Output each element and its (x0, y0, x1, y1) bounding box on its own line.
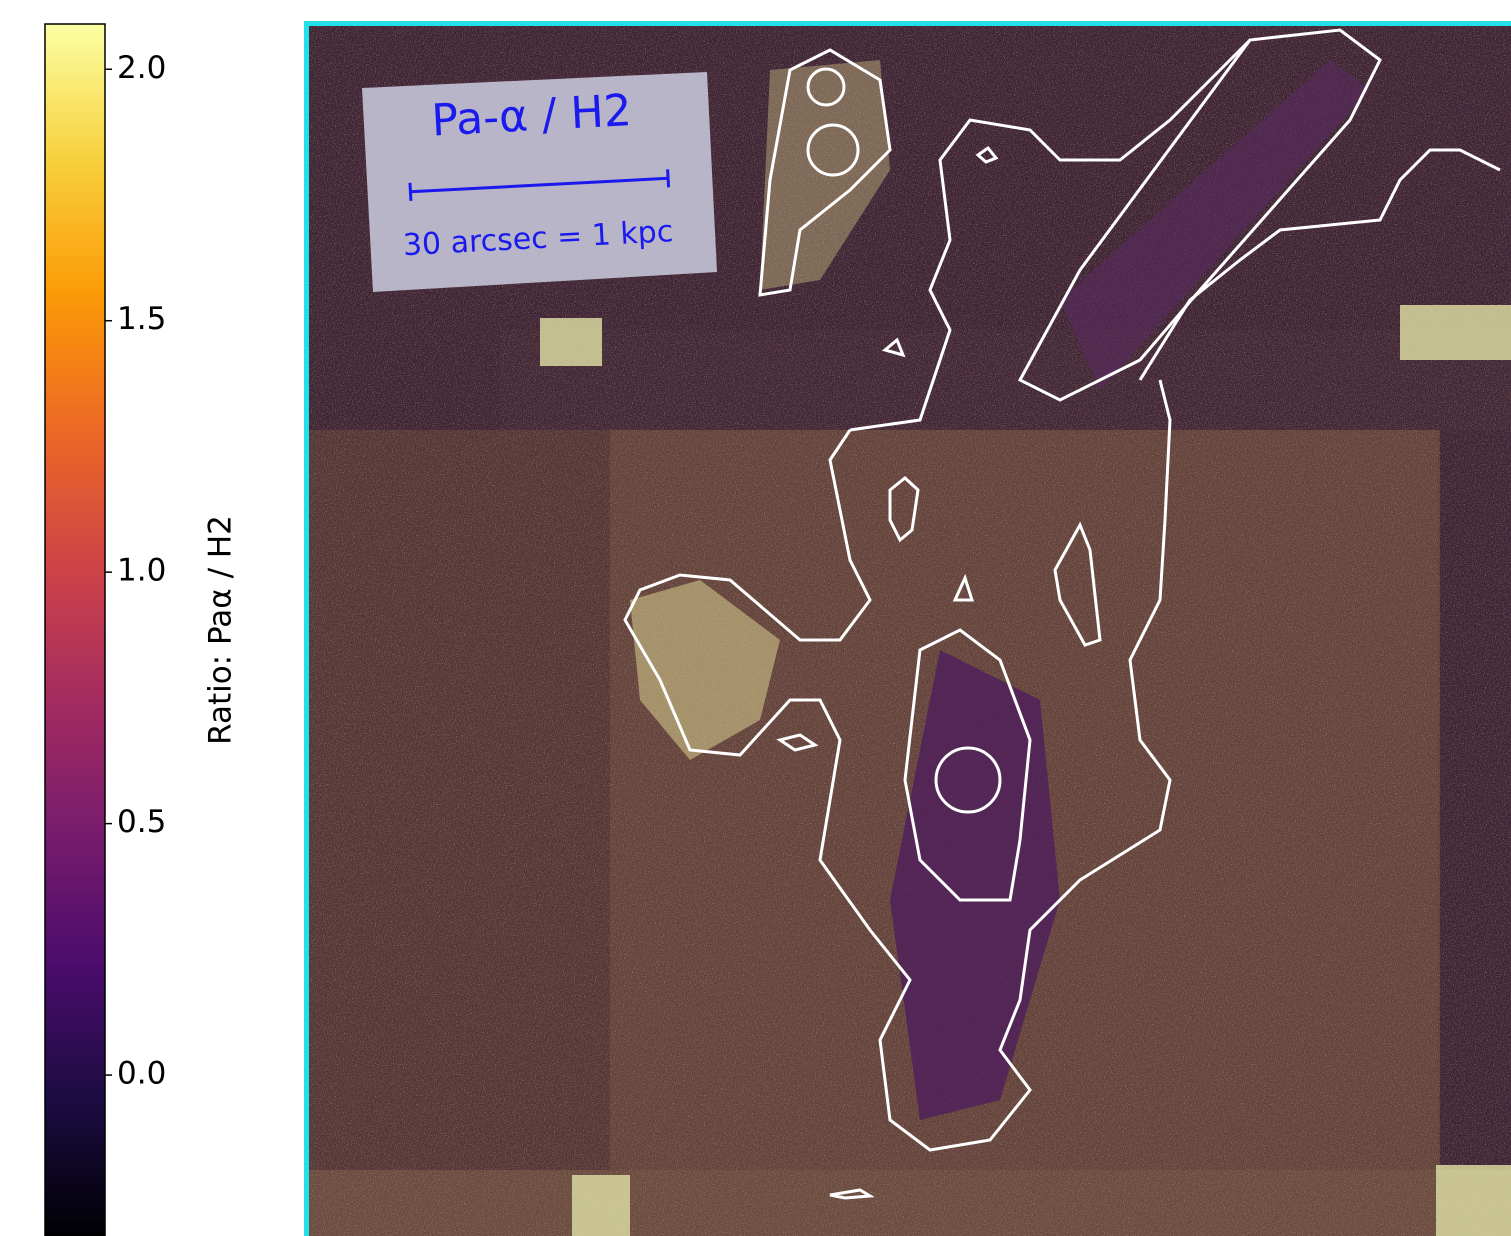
colorbar-tick-label: 2.0 (117, 50, 166, 86)
label-title: Pa-α / H2 (430, 85, 633, 146)
colorbar-gradient (45, 24, 105, 1236)
scale-bar-end (668, 169, 669, 187)
scale-bar-end (410, 183, 411, 201)
colorbar-tick-label: 1.0 (117, 553, 166, 589)
colorbar-tick-label: 0.5 (117, 804, 166, 840)
colorbar-tick-label: 0.0 (117, 1056, 166, 1092)
colorbar: 0.0 0.5 1.0 1.5 2.0 (45, 24, 166, 1236)
colorbar-tick-label: 1.5 (117, 301, 166, 337)
colorbar-label: Ratio: Paα / H2 (203, 515, 239, 745)
figure: Pa-α / H2 30 arcsec = 1 kpc 0.00.51.01.5… (0, 0, 1511, 1236)
